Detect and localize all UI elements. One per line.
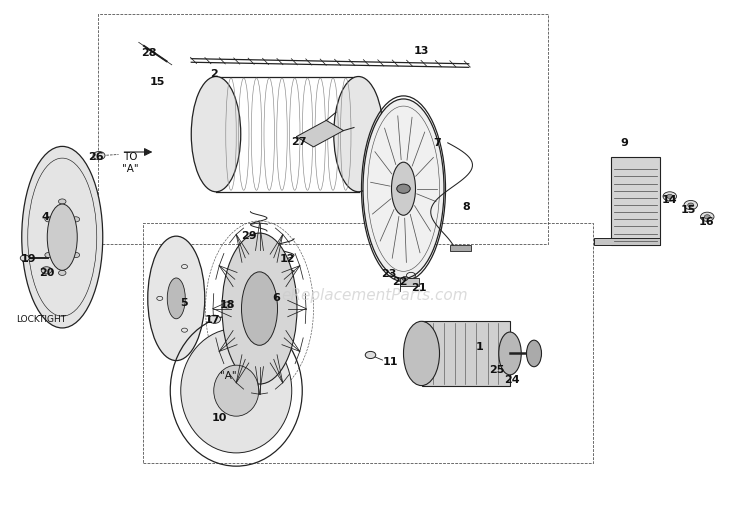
Polygon shape: [610, 158, 660, 245]
Circle shape: [667, 195, 673, 199]
Text: 23: 23: [381, 269, 396, 279]
Circle shape: [45, 253, 53, 258]
Circle shape: [700, 213, 714, 222]
Text: 13: 13: [414, 46, 429, 56]
Text: 29: 29: [242, 231, 256, 241]
Text: "A": "A": [220, 370, 237, 380]
Circle shape: [58, 200, 66, 205]
Text: 5: 5: [180, 298, 188, 308]
Text: 11: 11: [382, 356, 398, 366]
Ellipse shape: [148, 237, 205, 361]
Text: 8: 8: [463, 201, 470, 211]
Text: TO
"A": TO "A": [122, 152, 139, 174]
Polygon shape: [594, 238, 660, 245]
Ellipse shape: [526, 341, 542, 367]
Text: 26: 26: [88, 152, 104, 162]
Text: 22: 22: [392, 276, 407, 286]
Text: LOCKTIGHT: LOCKTIGHT: [16, 315, 66, 324]
Text: 12: 12: [280, 253, 295, 264]
Text: eReplacementParts.com: eReplacementParts.com: [282, 288, 468, 303]
Ellipse shape: [242, 272, 278, 346]
Circle shape: [72, 217, 80, 222]
Text: 28: 28: [141, 47, 156, 58]
Circle shape: [72, 253, 80, 258]
Text: 14: 14: [662, 194, 677, 205]
Circle shape: [688, 204, 694, 208]
Text: 17: 17: [205, 315, 220, 325]
Ellipse shape: [22, 147, 103, 328]
Circle shape: [45, 217, 53, 222]
Text: 24: 24: [505, 374, 520, 384]
Ellipse shape: [334, 77, 383, 192]
Circle shape: [209, 316, 220, 324]
Ellipse shape: [404, 322, 439, 386]
Ellipse shape: [499, 332, 521, 375]
Circle shape: [663, 192, 676, 202]
Text: 20: 20: [39, 267, 54, 277]
Text: 19: 19: [21, 253, 36, 264]
Text: 7: 7: [433, 137, 441, 148]
Polygon shape: [400, 279, 418, 286]
Text: 1: 1: [476, 341, 484, 351]
Circle shape: [20, 256, 29, 262]
Ellipse shape: [47, 205, 77, 271]
Circle shape: [402, 277, 408, 281]
Circle shape: [397, 185, 410, 194]
Text: 15: 15: [681, 205, 696, 215]
Polygon shape: [296, 121, 344, 148]
Text: 15: 15: [150, 76, 165, 87]
Ellipse shape: [214, 365, 259, 416]
Circle shape: [93, 152, 105, 160]
Text: 4: 4: [41, 211, 49, 221]
Circle shape: [223, 302, 232, 308]
Text: 16: 16: [699, 216, 714, 227]
Text: 9: 9: [620, 137, 628, 148]
Circle shape: [365, 352, 376, 359]
Text: 21: 21: [411, 282, 426, 293]
Polygon shape: [422, 322, 510, 386]
Circle shape: [41, 267, 52, 274]
Text: 18: 18: [220, 299, 235, 309]
Circle shape: [684, 201, 698, 210]
Ellipse shape: [181, 329, 292, 453]
Text: 2: 2: [210, 69, 218, 79]
Ellipse shape: [363, 100, 444, 279]
Circle shape: [58, 271, 66, 276]
Circle shape: [704, 215, 710, 219]
Ellipse shape: [222, 234, 297, 384]
Text: 27: 27: [291, 136, 306, 147]
Text: 25: 25: [489, 364, 504, 374]
Text: 10: 10: [212, 412, 227, 422]
Ellipse shape: [191, 77, 241, 192]
Polygon shape: [450, 245, 471, 251]
Text: 6: 6: [272, 293, 280, 303]
Ellipse shape: [167, 278, 185, 319]
Ellipse shape: [392, 163, 416, 216]
